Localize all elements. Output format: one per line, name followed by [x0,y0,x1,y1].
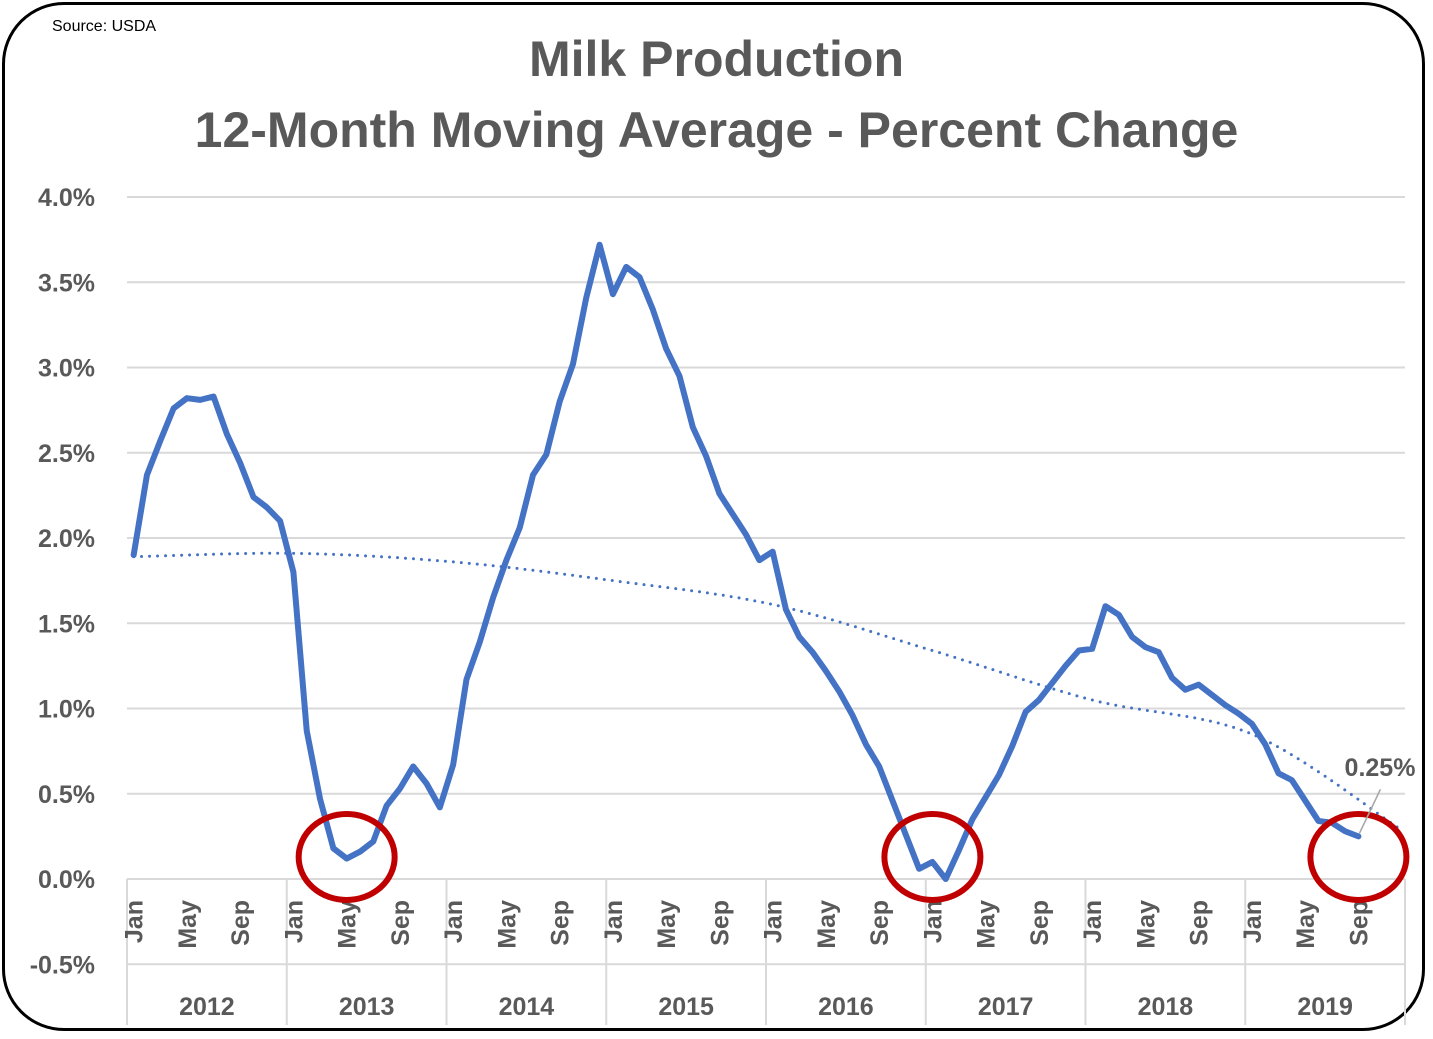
month-label: Jan [760,900,788,943]
month-label: Sep [1026,900,1054,946]
month-label: May [973,900,1001,949]
month-label: Sep [866,900,894,946]
month-label: Jan [121,900,149,943]
month-label: Sep [227,900,255,946]
series-line [130,241,1362,882]
chart-title: Milk Production [529,31,904,87]
month-label: Sep [706,900,734,946]
y-tick-label: 1.0% [38,696,95,724]
month-label: May [1132,900,1160,949]
month-label: May [1292,900,1320,949]
highlight-circle [881,811,984,903]
month-label: Sep [547,900,575,946]
y-tick-label: 2.5% [38,440,95,468]
y-tick-label: 0.0% [38,866,95,894]
month-label: May [653,900,681,949]
year-label: 2016 [818,993,874,1021]
chart-subtitle: 12-Month Moving Average - Percent Change [194,102,1239,158]
y-tick-label: 1.5% [38,610,95,638]
y-tick-label: 0.5% [38,781,95,809]
year-label: 2019 [1297,993,1353,1021]
highlight-circle [295,811,398,903]
y-tick-label: -0.5% [30,951,95,979]
month-label: May [334,900,362,949]
month-label: Jan [1239,900,1267,943]
last-value-label: 0.25% [1345,754,1416,782]
month-label: Jan [600,900,628,943]
month-label: Sep [387,900,415,946]
month-label: Jan [440,900,468,943]
year-label: 2015 [658,993,714,1021]
month-label: Jan [919,900,947,943]
year-label: 2018 [1138,993,1194,1021]
y-tick-label: 2.0% [38,525,95,553]
month-label: May [174,900,202,949]
year-label: 2017 [978,993,1034,1021]
y-tick-label: 3.5% [38,269,95,297]
y-tick-label: 3.0% [38,355,95,383]
month-label: May [493,900,521,949]
month-label: May [813,900,841,949]
year-label: 2012 [179,993,235,1021]
highlight-circle [1307,811,1410,903]
label-leader-line [1358,789,1382,834]
month-label: Jan [1079,900,1107,943]
source-note: Source: USDA [52,18,157,35]
month-label: Jan [280,900,308,943]
year-label: 2013 [339,993,395,1021]
month-label: Sep [1186,900,1214,946]
month-label: Sep [1345,900,1373,946]
y-tick-label: 4.0% [38,184,95,212]
year-label: 2014 [499,993,555,1021]
